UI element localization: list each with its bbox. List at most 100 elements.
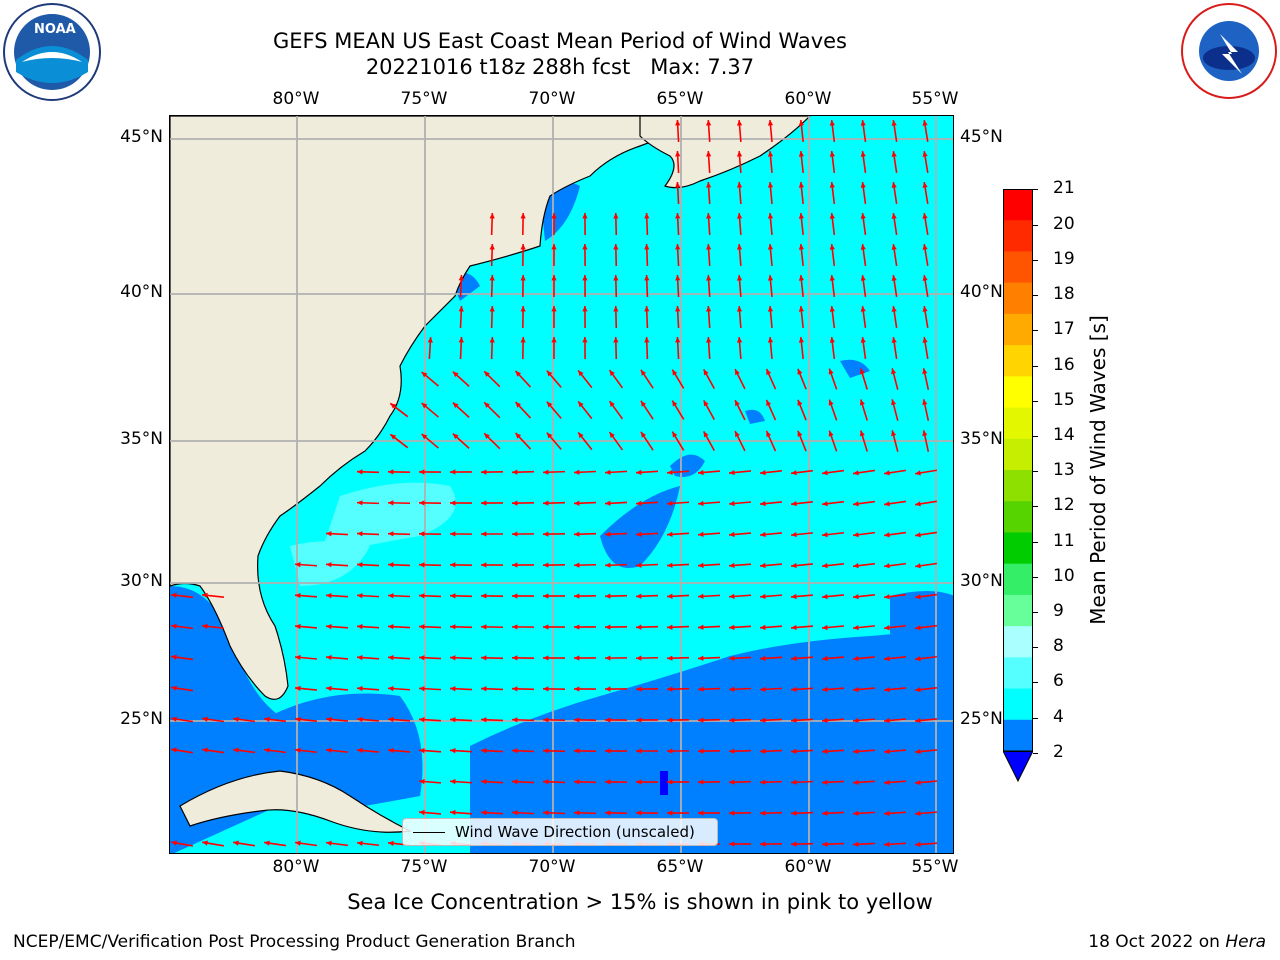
wind-wave-arrowhead [667,593,673,599]
wind-wave-arrowhead [202,716,208,722]
wind-wave-arrowhead [667,717,673,723]
wind-wave-arrowhead [326,840,332,846]
wind-wave-arrowhead [481,686,487,692]
wind-wave-arrowhead [675,151,681,157]
wind-wave-arrowhead [326,716,332,723]
wind-wave-arrowhead [698,469,704,476]
wind-wave-arrowhead [574,593,580,599]
wind-wave-arrowhead [915,625,921,631]
lat-tick-right: 35°N [960,429,1003,449]
map-title: GEFS MEAN US East Coast Mean Period of W… [273,29,847,53]
wind-wave-arrowhead [388,747,394,754]
wind-wave-arrowhead [202,747,208,753]
wind-wave-arrowhead [636,655,642,661]
lat-tick-left: 30°N [120,571,163,591]
map-panel [169,115,954,854]
colorbar-tick-mark [1033,260,1038,261]
wind-wave-arrowhead [640,431,647,438]
wind-wave-arrowhead [884,748,890,755]
wind-wave-arrowhead [698,655,704,661]
wind-wave-arrowhead [706,182,712,188]
wind-wave-arrowhead [915,748,921,755]
sea-ice-caption: Sea Ice Concentration > 15% is shown in … [347,890,933,914]
wind-wave-arrowhead [703,369,709,376]
colorbar-band [1003,220,1033,252]
wind-wave-arrowhead [640,369,647,376]
wind-wave-arrowhead [853,624,859,631]
colorbar [1002,189,1034,783]
wind-wave-arrowhead [667,779,673,785]
wind-wave-arrowhead [264,840,270,846]
wind-wave-arrowhead [791,593,797,600]
wind-wave-arrowhead [295,654,301,661]
wind-wave-arrowhead [609,432,615,438]
wind-wave-arrowhead [419,778,425,785]
wind-wave-arrowhead [829,120,835,126]
wind-wave-arrowhead [613,213,619,219]
wind-wave-arrowhead [915,563,921,569]
wind-wave-arrowhead [609,401,615,407]
graticule [170,116,953,853]
wind-wave-arrowhead [922,399,928,406]
lon-tick-top: 65°W [656,89,704,109]
wind-wave-arrowhead [419,562,425,568]
wind-wave-arrowhead [853,563,859,569]
wind-wave-arrowhead [357,685,363,692]
wind-wave-arrowhead [295,562,301,568]
wind-wave-arrowhead [791,470,797,476]
wind-wave-arrowhead [574,779,580,785]
wind-wave-arrowhead [767,275,774,281]
wind-wave-arrowhead [546,432,553,439]
wind-wave-arrowhead [672,400,678,407]
wind-wave-arrowhead [675,213,681,219]
colorbar-band [1003,251,1033,284]
wind-wave-arrowhead [891,182,897,188]
wind-wave-arrowhead [543,655,549,661]
wind-wave-arrowhead [512,531,518,537]
colorbar-tick-mark [1033,647,1038,648]
wind-wave-arrowhead [551,337,557,343]
wind-wave-arrowhead [520,337,526,343]
footer-date: 18 Oct 2022 on Hera [1088,932,1266,952]
wind-wave-arrowhead [860,275,866,281]
wind-wave-arrowhead [450,562,456,568]
colorbar-tick-mark [1033,436,1038,437]
wind-wave-arrowhead [884,841,890,847]
wind-wave-arrowhead [667,748,673,754]
wind-wave-arrowhead [791,810,797,816]
wind-wave-arrowhead [489,337,495,343]
wind-wave-arrowhead [484,371,490,377]
colorbar-band [1003,438,1033,471]
colorbar-tick-mark [1033,471,1038,472]
wind-wave-arrowhead [860,337,866,343]
wind-wave-arrowhead [515,370,522,377]
wind-wave-arrowhead [644,244,650,250]
wind-wave-arrowhead [729,686,735,692]
wind-wave-arrowhead [574,810,580,816]
wind-wave-arrowhead [450,748,456,754]
colorbar-band [1003,594,1033,627]
wind-wave-arrowhead [675,244,681,250]
wind-wave-arrowhead [706,151,712,157]
wind-wave-arrowhead [481,500,487,506]
wind-wave-arrowhead [822,717,828,723]
wind-wave-arrowhead [357,747,363,754]
lat-tick-left: 40°N [120,282,163,302]
wind-wave-arrowhead [915,594,921,600]
wind-wave-arrowhead [515,432,522,439]
colorbar-band [1003,532,1033,565]
wind-wave-arrowhead [582,213,588,219]
wind-wave-arrowhead [543,531,549,537]
wind-wave-arrowhead [791,501,797,507]
wind-wave-arrowhead [828,399,834,406]
colorbar-tick-mark [1033,189,1038,190]
wind-wave-arrowhead [915,532,921,538]
wind-wave-arrowhead [574,500,580,506]
wind-wave-arrowhead [484,433,490,439]
wind-wave-arrowhead [822,779,828,785]
wind-wave-arrowhead [822,624,828,631]
wind-wave-arrowhead [675,306,681,312]
wind-wave-arrowhead [543,779,549,785]
wind-wave-arrowhead [798,337,804,343]
lat-tick-right: 40°N [960,282,1003,302]
